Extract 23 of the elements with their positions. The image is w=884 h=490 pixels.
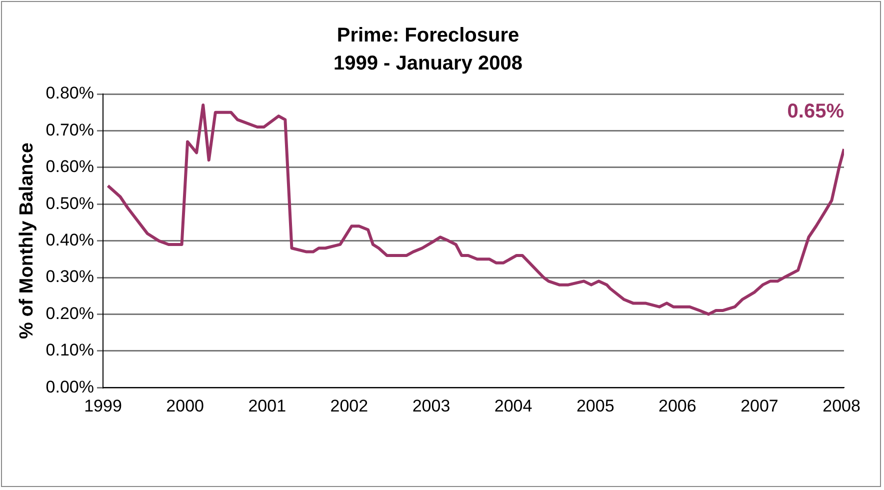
x-tick-label: 2008 (822, 396, 860, 416)
y-tick-label: 0.30% (46, 267, 94, 286)
x-tick-label: 2006 (658, 396, 696, 416)
y-axis-title: % of Monthly Balance (16, 142, 38, 339)
x-tick-label: 2005 (576, 396, 614, 416)
y-tick-label: 0.80% (46, 84, 94, 103)
y-tick-label: 0.60% (46, 157, 94, 176)
x-tick-label: 2000 (166, 396, 204, 416)
chart-title: Prime: Foreclosure (336, 24, 520, 47)
x-tick-label: 2004 (494, 396, 532, 416)
y-tick-label: 0.50% (46, 194, 94, 213)
annotation: 0.65% (787, 100, 844, 123)
y-tick-label: 0.00% (46, 377, 94, 396)
x-tick-label: 2007 (740, 396, 778, 416)
x-tick-label: 2003 (412, 396, 450, 416)
y-tick-label: 0.20% (46, 304, 94, 323)
chart-subtitle: 1999 - January 2008 (333, 52, 523, 75)
y-tick-label: 0.40% (46, 230, 94, 250)
x-tick-label: 2002 (330, 396, 368, 416)
x-tick-label: 1999 (84, 396, 122, 416)
y-tick-label: 0.70% (46, 120, 94, 140)
y-tick-label: 0.10% (46, 340, 94, 360)
x-tick-label: 2001 (248, 396, 286, 416)
